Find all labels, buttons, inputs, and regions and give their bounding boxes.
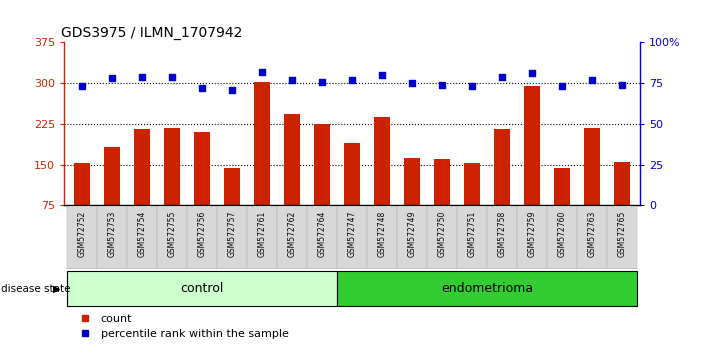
Bar (67, 271, 337, 306)
Bar (337, 205, 367, 269)
Text: ▶: ▶ (53, 284, 60, 293)
Point (466, 84, 478, 89)
Bar (607, 205, 637, 269)
Bar (97, 205, 127, 269)
Bar (427, 205, 457, 269)
Text: GSM572758: GSM572758 (498, 210, 506, 257)
Point (287, 77, 298, 83)
Text: GSM572750: GSM572750 (437, 210, 447, 257)
Point (226, 87, 237, 92)
Bar (517, 205, 547, 269)
Bar (67, 205, 97, 269)
Bar (577, 205, 607, 269)
Text: GSM572765: GSM572765 (617, 210, 626, 257)
Text: GSM572753: GSM572753 (107, 210, 117, 257)
Bar (157, 205, 187, 269)
Bar (74, 163, 90, 205)
Point (406, 80, 417, 86)
Bar (487, 205, 517, 269)
Text: GSM572759: GSM572759 (528, 210, 536, 257)
Bar (314, 125, 330, 205)
Bar (217, 205, 247, 269)
Text: GSM572764: GSM572764 (317, 210, 326, 257)
Point (76, 84, 87, 89)
Point (376, 72, 387, 78)
Bar (187, 205, 217, 269)
Point (556, 84, 567, 89)
Bar (493, 129, 510, 205)
Point (586, 77, 597, 83)
Text: GSM572756: GSM572756 (198, 210, 206, 257)
Point (196, 85, 208, 91)
Point (106, 75, 117, 81)
Bar (164, 128, 180, 205)
Bar (307, 205, 337, 269)
Bar (547, 205, 577, 269)
Bar (134, 129, 150, 205)
Text: GSM572760: GSM572760 (557, 210, 567, 257)
Bar (614, 162, 630, 205)
Text: control: control (181, 282, 224, 295)
Point (616, 82, 628, 88)
Text: GSM572757: GSM572757 (228, 210, 237, 257)
Bar (397, 205, 427, 269)
Bar (277, 205, 307, 269)
Text: GSM572754: GSM572754 (137, 210, 146, 257)
Text: GSM572763: GSM572763 (587, 210, 597, 257)
Text: GSM572748: GSM572748 (378, 210, 387, 257)
Bar (247, 205, 277, 269)
Text: GSM572749: GSM572749 (407, 210, 417, 257)
Bar (337, 271, 637, 306)
Point (166, 74, 178, 80)
Bar (374, 118, 390, 205)
Text: GSM572747: GSM572747 (348, 210, 356, 257)
Text: GSM572761: GSM572761 (257, 210, 267, 257)
Bar (224, 169, 240, 205)
Bar (104, 147, 120, 205)
Bar (343, 143, 360, 205)
Text: GSM572751: GSM572751 (467, 210, 476, 257)
Bar (127, 205, 157, 269)
Legend: count, percentile rank within the sample: count, percentile rank within the sample (70, 309, 293, 344)
Bar (404, 158, 420, 205)
Bar (254, 82, 270, 205)
Bar (524, 86, 540, 205)
Text: GSM572762: GSM572762 (287, 210, 296, 257)
Point (526, 70, 538, 76)
Bar (457, 205, 487, 269)
Text: GSM572755: GSM572755 (168, 210, 176, 257)
Point (496, 74, 508, 80)
Point (346, 77, 358, 83)
Text: GDS3975 / ILMN_1707942: GDS3975 / ILMN_1707942 (61, 26, 242, 40)
Text: endometrioma: endometrioma (441, 282, 533, 295)
Bar (554, 169, 570, 205)
Bar (434, 159, 450, 205)
Point (137, 74, 148, 80)
Bar (464, 163, 480, 205)
Point (256, 69, 267, 75)
Point (316, 79, 328, 84)
Bar (367, 205, 397, 269)
Point (437, 82, 448, 88)
Text: disease state: disease state (1, 284, 70, 293)
Text: GSM572752: GSM572752 (77, 210, 87, 257)
Bar (193, 132, 210, 205)
Bar (284, 114, 300, 205)
Bar (584, 128, 600, 205)
